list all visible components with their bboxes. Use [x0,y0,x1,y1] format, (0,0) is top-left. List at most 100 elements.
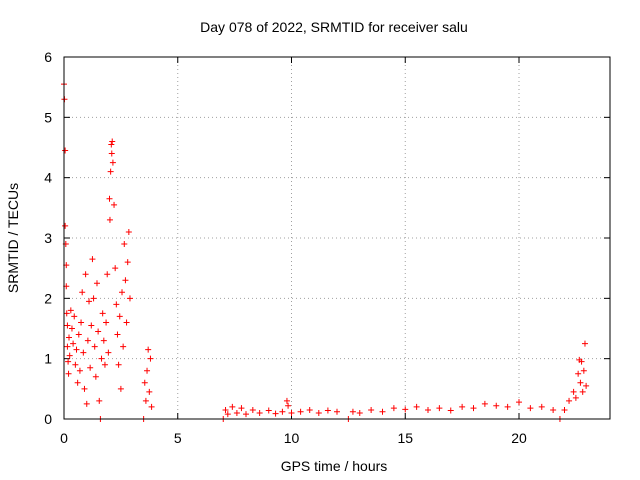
data-point [126,295,133,302]
data-point [111,201,118,208]
data-point [224,411,231,418]
chart-title: Day 078 of 2022, SRMTID for receiver sal… [200,19,468,35]
data-point [272,410,279,417]
data-point [103,319,110,326]
data-point [106,216,113,223]
data-point [283,397,290,404]
data-point [459,403,466,410]
data-point [315,409,322,416]
data-point [116,313,123,320]
data-point [112,265,119,272]
data-point [86,298,93,305]
data-point [73,346,80,353]
y-tick-label: 2 [44,290,52,306]
x-tick-label: 10 [284,430,300,446]
data-point [75,331,82,338]
data-point [87,364,94,371]
data-point [64,322,71,329]
data-point [238,405,245,412]
x-tick-label: 0 [60,430,68,446]
data-point [504,403,511,410]
data-point [146,388,153,395]
data-point [90,295,97,302]
data-point [88,322,95,329]
data-point [516,399,522,406]
data-point [124,259,131,266]
data-point [66,334,73,341]
data-point [62,147,69,154]
data-point [297,408,304,415]
data-point [581,340,588,347]
y-axis-label: SRMTID / TECUs [5,183,21,293]
data-point [95,328,102,335]
data-point [100,337,107,344]
data-point [78,319,85,326]
data-point [117,385,124,392]
data-point [66,352,73,359]
y-tick-label: 3 [44,230,52,246]
data-point [222,406,229,413]
data-point [68,325,75,332]
y-tick-label: 1 [44,351,52,367]
data-point [89,256,96,263]
grid [64,57,610,419]
data-point [256,409,263,416]
data-point [425,406,431,413]
data-point [148,403,155,410]
y-tick-label: 4 [44,170,52,186]
data-point [119,289,126,296]
data-point [572,394,579,401]
data-point [402,406,409,413]
data-point [147,355,154,362]
data-point [83,400,90,407]
data-point [538,403,545,410]
data-point [105,349,112,356]
data-point [81,385,88,392]
data-point [76,367,83,374]
data-point [566,397,573,404]
data-point [243,411,249,418]
data-point [80,349,87,356]
data-point [109,159,116,166]
data-point [96,397,103,404]
data-point [122,277,129,284]
data-point [279,408,286,415]
data-point [98,355,105,362]
data-point [64,343,71,350]
axis-ticks: 0 5 10 15 20 0 1 2 3 4 5 6 [44,49,610,446]
data-point [65,370,72,377]
data-point [583,382,590,389]
data-point [120,343,127,350]
data-point [63,310,70,317]
data-point [578,358,585,365]
data-point [285,402,292,409]
data-point [561,406,568,413]
data-point [493,402,500,409]
data-point [481,400,488,407]
data-point [108,141,115,148]
data-point [70,340,77,347]
data-point [91,343,98,350]
y-tick-label: 5 [44,109,52,125]
data-point [527,405,534,412]
data-point [470,405,477,412]
data-point [550,406,557,413]
y-tick-label: 6 [44,49,52,65]
data-point [107,168,114,175]
data-point [62,222,69,229]
data-point [570,388,577,395]
data-point [65,358,72,365]
data-point [229,403,236,410]
data-point [123,319,130,326]
data-point [72,361,79,368]
data-point [99,310,106,317]
data-point [580,367,587,374]
data-point [142,397,149,404]
x-axis-label: GPS time / hours [281,458,388,474]
y-tick-label: 0 [44,411,52,427]
data-point [368,406,375,413]
data-point [575,370,582,377]
data-point [93,280,100,287]
data-point [288,409,295,416]
